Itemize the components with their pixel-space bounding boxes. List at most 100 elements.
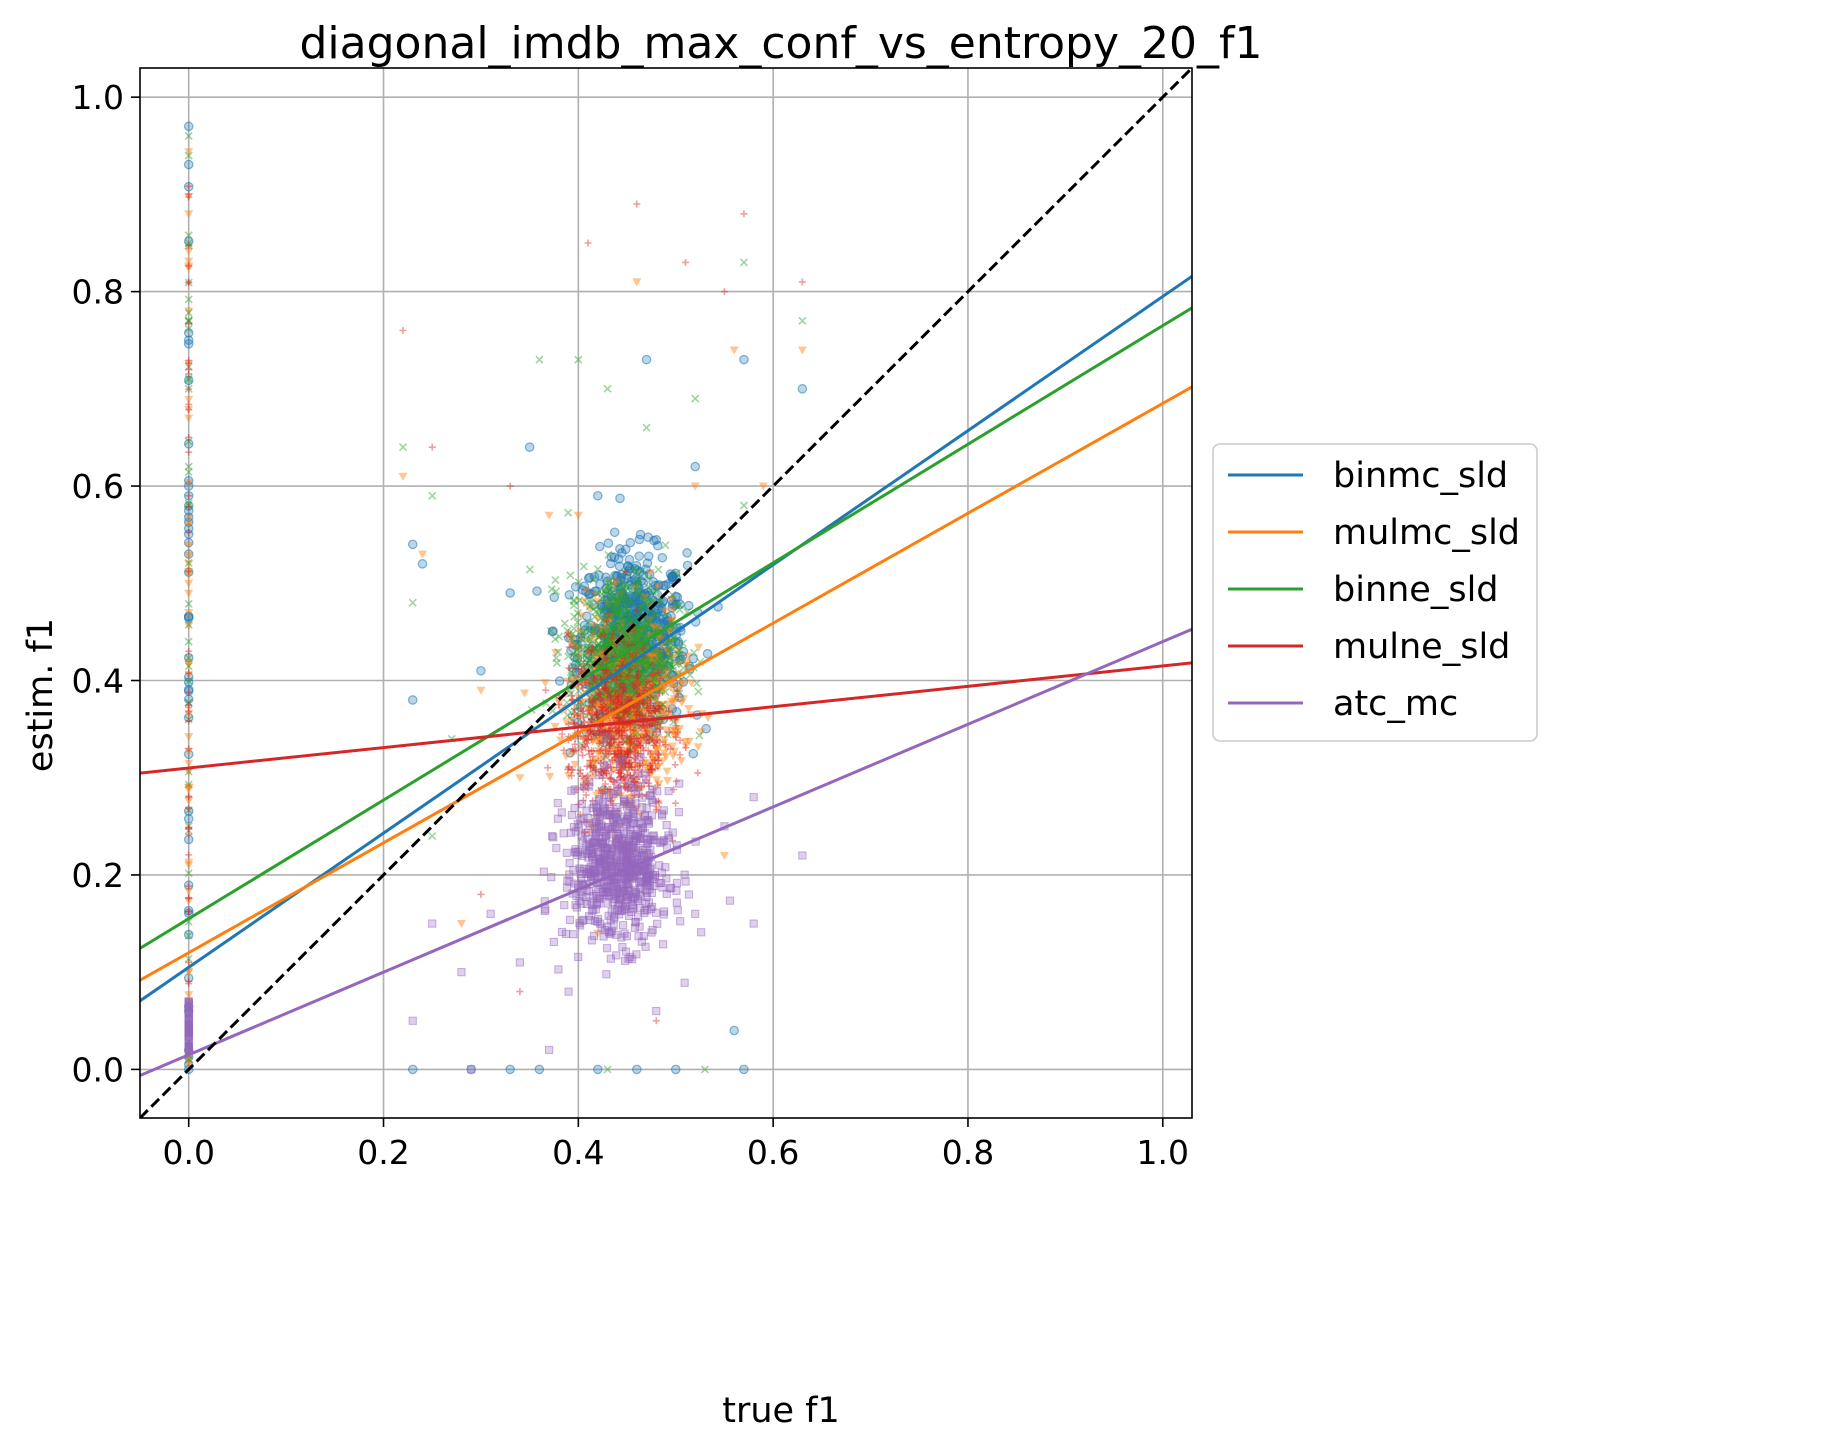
point-binne_sld [637, 670, 646, 679]
point-atc_mc [627, 907, 636, 916]
point-mulmc_sld [643, 728, 653, 737]
point-mulmc_sld [609, 664, 619, 673]
point-binne_sld [658, 666, 668, 675]
legend-label-binmc_sld: binmc_sld [1333, 456, 1508, 496]
point-binmc_sld [628, 742, 639, 753]
point-mulmc_sld [630, 678, 640, 687]
point-mulmc_sld [644, 684, 654, 693]
point-mulmc_sld [633, 634, 643, 643]
point-mulmc_sld [616, 671, 626, 680]
point-mulmc_sld [599, 727, 609, 736]
point-mulmc_sld [646, 653, 656, 662]
point-atc_mc [648, 902, 657, 911]
point-mulmc_sld [606, 695, 616, 704]
legend-label-binne_sld: binne_sld [1333, 570, 1499, 610]
y-axis-label: estim. f1 [21, 618, 61, 772]
point-mulmc_sld [619, 659, 629, 668]
point-mulmc_sld [677, 699, 687, 708]
point-binmc_sld [183, 652, 194, 663]
point-binne_sld [633, 630, 642, 639]
point-binne_sld [642, 597, 651, 606]
point-binmc_sld [622, 693, 633, 703]
point-mulmc_sld [647, 677, 657, 686]
point-mulmc_sld [184, 307, 194, 316]
point-mulmc_sld [626, 708, 636, 717]
point-mulmc_sld [636, 690, 646, 699]
point-mulmc_sld [595, 692, 605, 701]
point-mulmc_sld [601, 654, 611, 663]
point-atc_mc [184, 1026, 193, 1035]
point-mulmc_sld [575, 627, 585, 636]
point-binmc_sld [554, 676, 565, 686]
point-binmc_sld [652, 540, 663, 551]
point-binmc_sld [646, 725, 657, 735]
point-mulmc_sld [184, 783, 194, 792]
point-binne_sld [640, 659, 649, 668]
point-binmc_sld [608, 688, 619, 699]
point-mulmc_sld [616, 623, 626, 632]
point-mulmc_sld [642, 724, 652, 733]
point-mulmc_sld [660, 710, 670, 719]
point-mulmc_sld [634, 630, 644, 639]
point-binmc_sld [739, 1064, 749, 1075]
point-binmc_sld [183, 501, 194, 511]
point-atc_mc [664, 786, 673, 796]
point-mulmc_sld [676, 679, 686, 688]
point-mulmc_sld [594, 735, 604, 744]
point-mulmc_sld [520, 689, 530, 698]
point-binmc_sld [183, 181, 194, 192]
point-atc_mc [633, 894, 642, 903]
point-binmc_sld [613, 554, 624, 564]
point-atc_mc [408, 1016, 417, 1025]
point-mulmc_sld [628, 693, 638, 702]
point-mulmc_sld [620, 673, 630, 682]
point-mulmc_sld [656, 701, 666, 710]
point-binne_sld [606, 604, 616, 614]
point-mulmc_sld [584, 637, 594, 646]
point-mulmc_sld [648, 719, 658, 728]
point-atc_mc [557, 808, 566, 817]
point-binmc_sld [634, 663, 645, 673]
point-atc_mc [618, 848, 627, 857]
point-mulmc_sld [604, 642, 614, 651]
point-mulmc_sld [592, 654, 602, 663]
point-atc_mc [658, 809, 667, 819]
point-mulmc_sld [623, 724, 633, 733]
point-binne_sld [629, 633, 638, 642]
point-mulmc_sld [662, 646, 672, 655]
point-mulmc_sld [184, 262, 194, 271]
point-mulmc_sld [586, 708, 596, 717]
point-binne_sld [671, 600, 681, 609]
point-binmc_sld [183, 236, 194, 247]
point-mulmc_sld [644, 696, 654, 705]
point-mulmc_sld [643, 662, 653, 671]
point-mulmc_sld [632, 707, 642, 716]
point-mulmc_sld [617, 687, 627, 696]
point-mulmc_sld [614, 672, 624, 681]
point-mulmc_sld [644, 676, 654, 685]
point-binne_sld [566, 667, 575, 677]
point-atc_mc [618, 754, 627, 763]
point-atc_mc [646, 845, 655, 854]
point-binmc_sld [183, 523, 194, 534]
point-mulmc_sld [608, 695, 618, 704]
point-mulmc_sld [574, 645, 584, 654]
point-binne_sld [585, 656, 594, 665]
point-binne_sld [665, 659, 674, 668]
point-mulmc_sld [592, 614, 602, 623]
point-atc_mc [608, 898, 617, 907]
point-atc_mc [680, 870, 689, 879]
y-tick-label: 0.2 [72, 856, 124, 895]
point-atc_mc [622, 802, 632, 811]
point-mulmc_sld [662, 674, 672, 683]
point-atc_mc [634, 753, 644, 762]
point-atc_mc [639, 834, 648, 843]
point-binne_sld [611, 593, 620, 602]
point-mulmc_sld [620, 712, 630, 721]
point-mulmc_sld [649, 623, 659, 632]
point-mulmc_sld [624, 741, 634, 750]
point-mulmc_sld [567, 635, 577, 644]
point-mulmc_sld [588, 630, 598, 639]
